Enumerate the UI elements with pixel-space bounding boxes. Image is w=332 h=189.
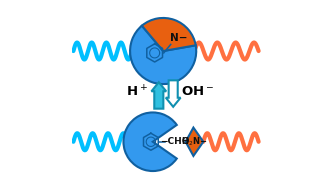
FancyArrow shape [166,80,181,107]
Wedge shape [130,26,196,84]
Text: −CHO: −CHO [160,137,189,146]
Text: OH$^-$: OH$^-$ [181,85,214,98]
Polygon shape [186,128,203,156]
Wedge shape [124,112,177,171]
Text: H$^+$: H$^+$ [126,84,148,99]
Wedge shape [142,18,196,51]
FancyArrow shape [151,82,166,109]
Text: H$_2$N−: H$_2$N− [181,136,208,148]
Text: N−: N− [170,33,188,43]
